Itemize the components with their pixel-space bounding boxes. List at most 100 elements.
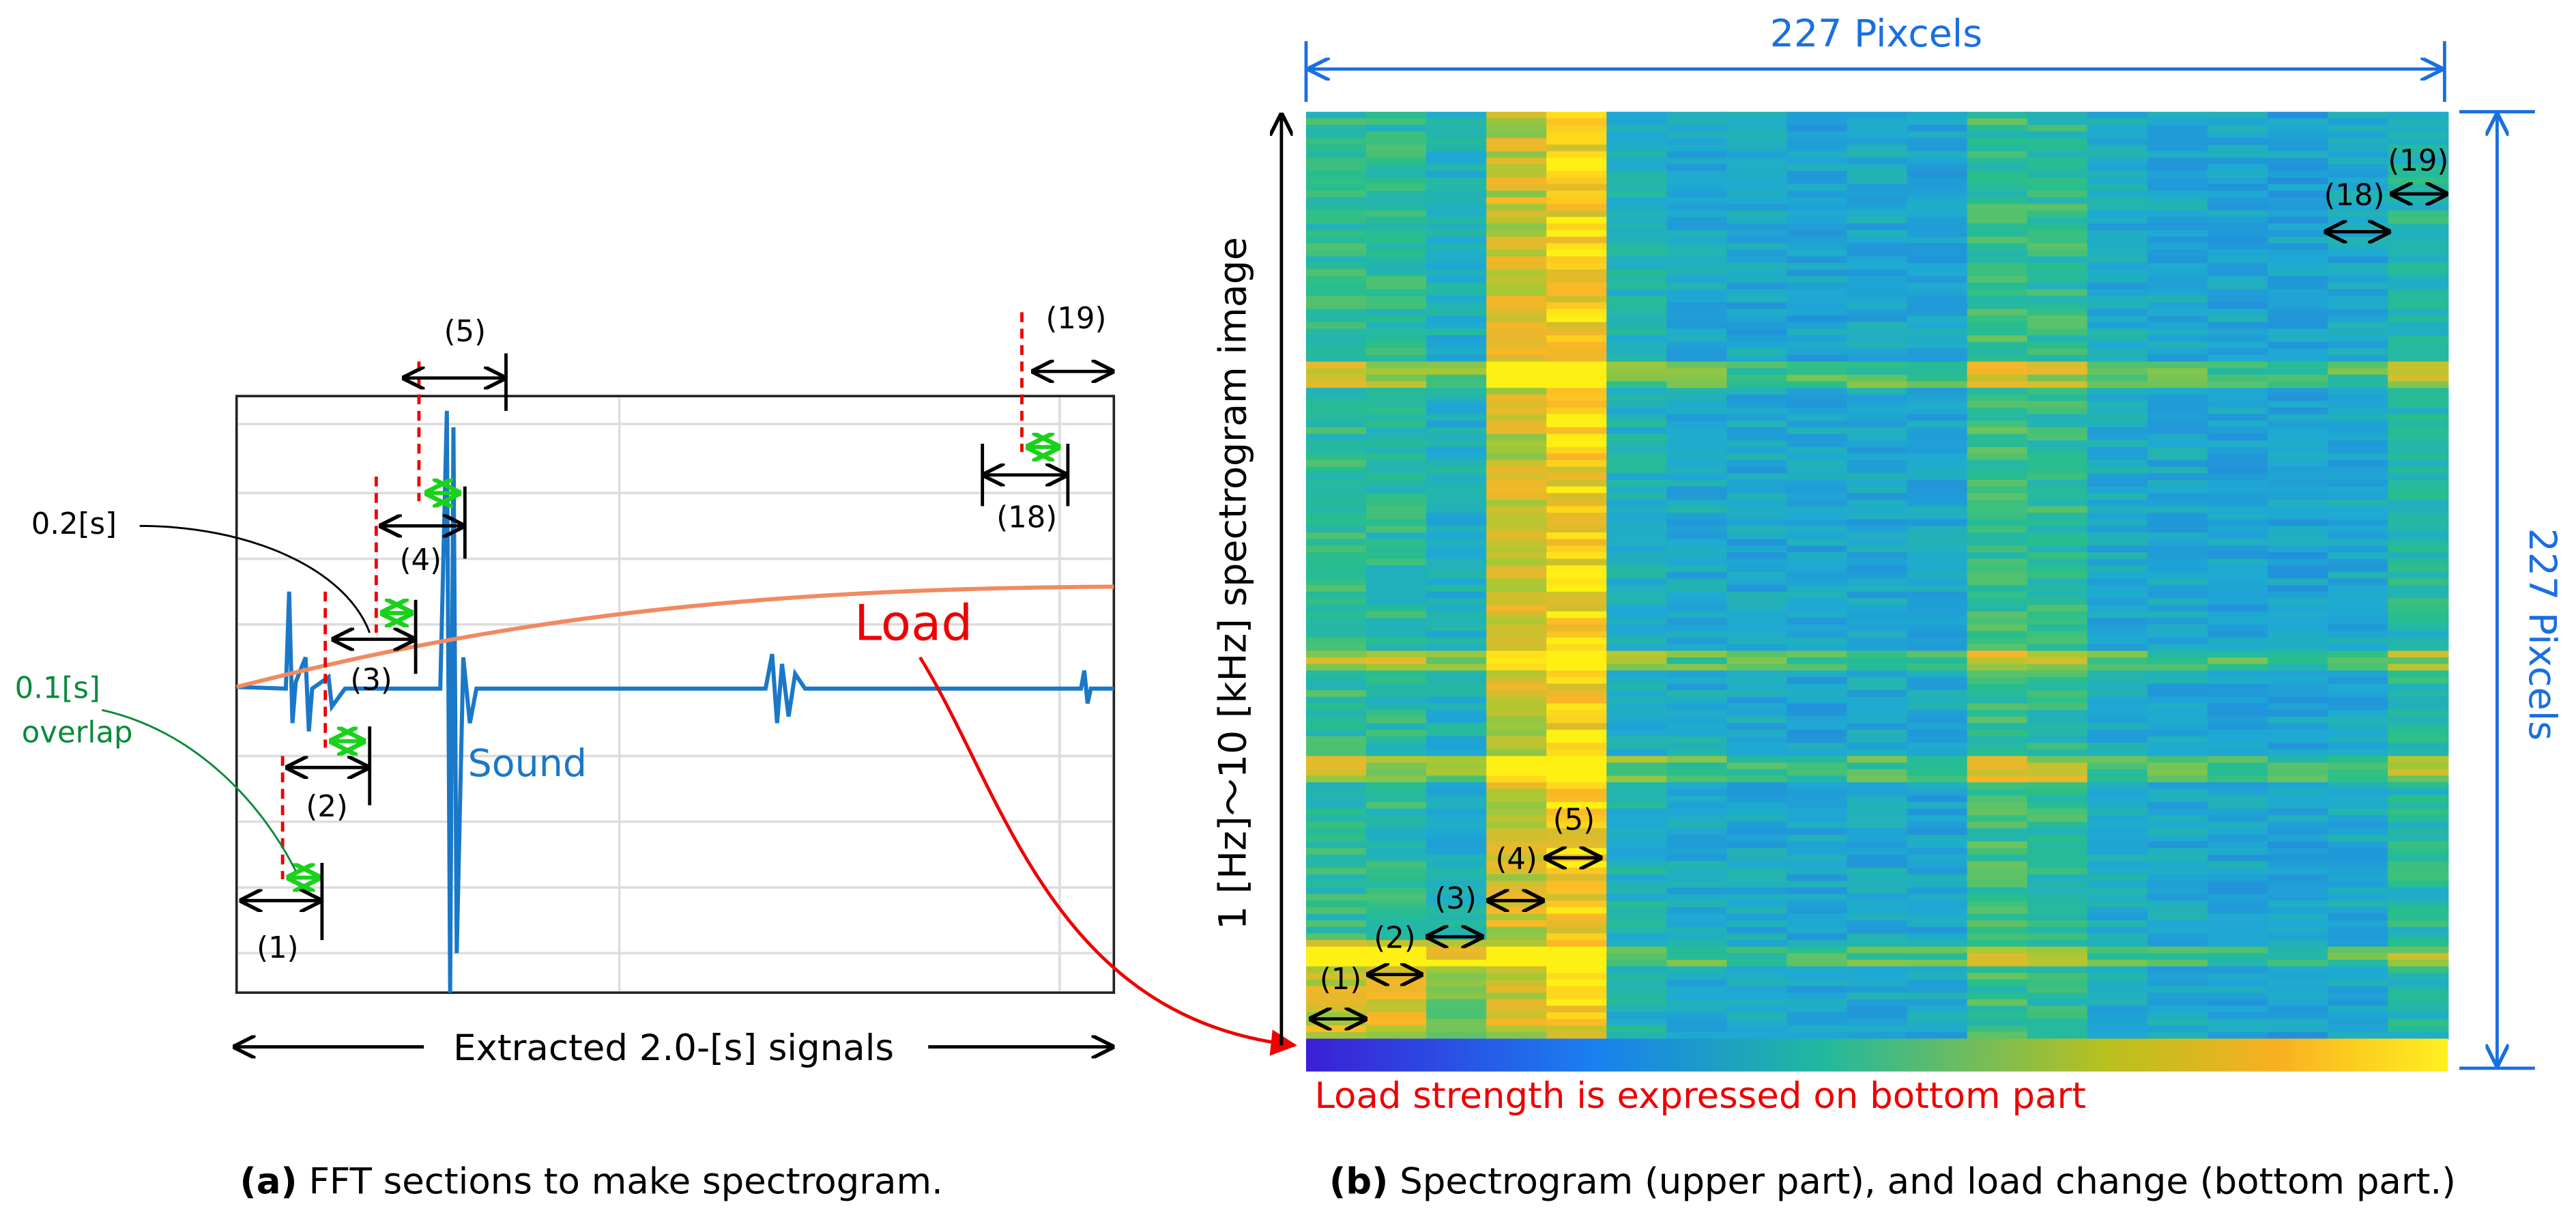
spectrogram-cell [1666, 729, 1728, 737]
spectrogram-cell [2147, 171, 2209, 179]
spectrogram-cell [1546, 835, 1608, 842]
spectrogram-cell [1967, 164, 2028, 172]
spectrogram-cell [1486, 479, 1548, 487]
spectrogram-cell [2087, 368, 2149, 376]
spectrogram-cell [2328, 638, 2389, 645]
spectrogram-cell [1726, 453, 1788, 461]
spectrogram-cell [2328, 618, 2389, 626]
height-label: 227 Pixcels [2520, 528, 2564, 741]
spectrogram-cell [2388, 361, 2449, 369]
spectrogram-cell [1786, 756, 1848, 764]
spectrogram-cell [1366, 703, 1428, 711]
spectrogram-cell [1967, 1018, 2028, 1027]
spectrogram-cell [1366, 907, 1428, 915]
spectrogram-cell [1847, 631, 1908, 639]
spectrogram-cell [2087, 920, 2149, 928]
spectrogram-cell [2207, 118, 2269, 126]
spectrogram-cell [1546, 920, 1608, 928]
spectrogram-cell [1426, 446, 1488, 455]
spectrogram-cell [2268, 651, 2329, 659]
spectrogram-cell [2087, 144, 2149, 152]
spectrogram-cell [2027, 414, 2089, 422]
spectrogram-cell [2328, 926, 2389, 935]
spectrogram-cell [1967, 651, 2028, 659]
spectrogram-cell [1666, 710, 1728, 717]
spectrogram-cell [1546, 151, 1608, 159]
spectrogram-cell [1366, 900, 1428, 909]
spectrogram-cell [1726, 638, 1788, 645]
spectrogram-cell [2388, 539, 2449, 547]
spectrogram-cell [1366, 644, 1428, 652]
spectrogram-cell [1305, 440, 1367, 448]
spectrogram-cell [2268, 690, 2329, 698]
spectrogram-cell [2268, 355, 2329, 362]
spectrogram-cell [1967, 263, 2028, 271]
spectrogram-cell [1786, 420, 1848, 429]
spectrogram-cell [1486, 946, 1548, 954]
spectrogram-cell [1786, 828, 1848, 836]
spectrogram-cell [1546, 440, 1608, 448]
spectrogram-cell [2027, 775, 2089, 784]
spectrogram-cell [2388, 887, 2449, 895]
spectrogram-cell [1666, 604, 1728, 612]
spectrogram-cell [1366, 466, 1428, 474]
spectrogram-cell [1967, 479, 2028, 487]
spectrogram-cell [1847, 716, 1908, 724]
spectrogram-cell [1305, 775, 1367, 784]
spectrogram-cell [1786, 795, 1848, 803]
spectrogram-cell [1907, 558, 1968, 567]
spectrogram-cell [1967, 1031, 2028, 1040]
spectrogram-cell [1486, 736, 1548, 744]
spectrogram-cell [1305, 973, 1367, 981]
spectrogram-cell [2147, 683, 2209, 692]
spectrogram-cell [2207, 736, 2269, 744]
spectrogram-cell [2027, 782, 2089, 790]
spectrogram-cell [2388, 473, 2449, 481]
spectrogram-cell [2388, 427, 2449, 435]
spectrogram-cell [1666, 933, 1728, 941]
spectrogram-cell [1726, 118, 1788, 126]
spectrogram-cell [2328, 328, 2389, 337]
spectrogram-cell [1907, 756, 1968, 764]
spectrogram-cell [2087, 519, 2149, 527]
spectrogram-cell [1546, 756, 1608, 764]
spectrogram-cell [2268, 841, 2329, 849]
spectrogram-cell [1847, 249, 1908, 257]
spectrogram-cell [2027, 177, 2089, 185]
spectrogram-cell [2388, 874, 2449, 882]
spectrogram-cell [2027, 854, 2089, 862]
spectrogram-cell [2147, 315, 2209, 324]
spectrogram-cell [1546, 986, 1608, 994]
spectrogram-cell [2147, 388, 2209, 396]
spectrogram-cell [1546, 453, 1608, 461]
spectrogram-cell [1666, 283, 1728, 290]
spectrogram-cell [1967, 900, 2028, 909]
spectrogram-cell [2388, 835, 2449, 842]
spectrogram-cell [1426, 388, 1488, 396]
spectrogram-cell [1305, 249, 1367, 257]
spectrogram-cell [1426, 986, 1488, 994]
spectrogram-cell [1426, 283, 1488, 290]
spectrogram-cell [2268, 203, 2329, 212]
spectrogram-cell [2268, 1006, 2329, 1014]
spectrogram-cell [1786, 664, 1848, 672]
spectrogram-cell [2087, 1012, 2149, 1020]
spectrogram-cell [1907, 414, 1968, 422]
spectrogram-cell [2388, 979, 2449, 987]
spectrogram-cell [1666, 171, 1728, 179]
spectrogram-cell [2147, 361, 2209, 369]
spectrogram-cell [2268, 710, 2329, 717]
spectrogram-cell [1426, 408, 1488, 415]
spectrogram-cell [1907, 368, 1968, 376]
spectrogram-cell [1606, 164, 1668, 172]
spectrogram-cell [1666, 466, 1728, 474]
spectrogram-cell [1546, 289, 1608, 297]
spectrogram-cell [1907, 446, 1968, 455]
spectrogram-cell [2027, 756, 2089, 764]
spectrogram-cell [1366, 848, 1428, 856]
spectrogram-cell [1666, 124, 1728, 132]
spectrogram-cell [2147, 506, 2209, 514]
spectrogram-cell [2027, 558, 2089, 567]
spectrogram-cell [2207, 361, 2269, 369]
spectrogram-cell [1606, 144, 1668, 152]
